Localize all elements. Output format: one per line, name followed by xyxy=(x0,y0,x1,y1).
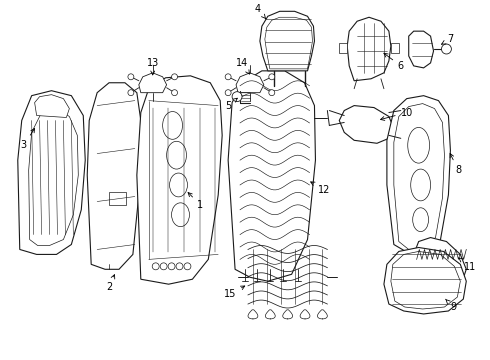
Polygon shape xyxy=(109,192,126,205)
Ellipse shape xyxy=(184,263,191,270)
Ellipse shape xyxy=(408,127,430,163)
Text: 8: 8 xyxy=(450,154,462,175)
Polygon shape xyxy=(228,71,316,281)
Ellipse shape xyxy=(411,169,431,201)
Polygon shape xyxy=(414,238,466,287)
Ellipse shape xyxy=(160,263,167,270)
Polygon shape xyxy=(137,76,222,284)
Text: 1: 1 xyxy=(188,193,203,210)
Ellipse shape xyxy=(128,90,134,96)
Polygon shape xyxy=(391,251,460,309)
Text: 11: 11 xyxy=(459,258,476,272)
Text: 9: 9 xyxy=(445,299,457,312)
Polygon shape xyxy=(384,247,466,314)
Ellipse shape xyxy=(170,173,188,197)
Ellipse shape xyxy=(225,74,231,80)
Ellipse shape xyxy=(232,92,242,102)
Polygon shape xyxy=(260,11,315,71)
Text: 5: 5 xyxy=(225,98,237,111)
Text: 10: 10 xyxy=(381,108,413,120)
Ellipse shape xyxy=(168,263,175,270)
Polygon shape xyxy=(18,91,85,255)
Polygon shape xyxy=(387,96,450,255)
Ellipse shape xyxy=(163,112,182,139)
Ellipse shape xyxy=(128,74,134,80)
Polygon shape xyxy=(29,109,78,246)
Text: 6: 6 xyxy=(384,53,404,71)
Polygon shape xyxy=(139,73,167,93)
Polygon shape xyxy=(391,43,399,53)
Ellipse shape xyxy=(167,141,187,169)
Ellipse shape xyxy=(172,74,177,80)
Ellipse shape xyxy=(172,203,190,227)
Polygon shape xyxy=(409,31,434,68)
Polygon shape xyxy=(339,105,394,143)
Ellipse shape xyxy=(441,44,451,54)
Polygon shape xyxy=(347,17,391,81)
Ellipse shape xyxy=(152,263,159,270)
Ellipse shape xyxy=(225,90,231,96)
Text: 12: 12 xyxy=(311,182,331,195)
Text: 3: 3 xyxy=(21,129,35,150)
Ellipse shape xyxy=(176,263,183,270)
Text: 7: 7 xyxy=(441,34,454,44)
Text: 15: 15 xyxy=(224,286,245,299)
Ellipse shape xyxy=(172,90,177,96)
Text: 2: 2 xyxy=(106,275,115,292)
Text: 13: 13 xyxy=(147,58,159,75)
Polygon shape xyxy=(339,43,347,53)
Polygon shape xyxy=(394,104,444,249)
Text: 14: 14 xyxy=(236,58,249,74)
Ellipse shape xyxy=(269,90,275,96)
Polygon shape xyxy=(87,83,141,269)
Ellipse shape xyxy=(269,74,275,80)
Polygon shape xyxy=(35,95,70,117)
Text: 4: 4 xyxy=(255,4,266,19)
Ellipse shape xyxy=(413,208,429,231)
Polygon shape xyxy=(236,73,264,93)
